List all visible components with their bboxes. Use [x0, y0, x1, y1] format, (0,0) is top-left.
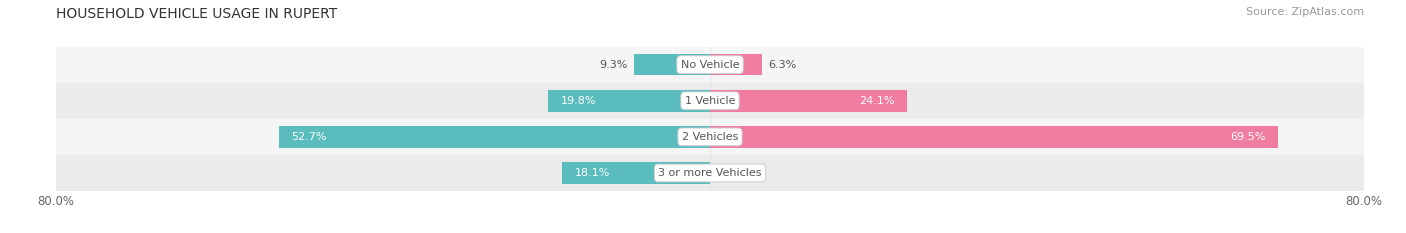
Text: No Vehicle: No Vehicle — [681, 60, 740, 70]
Text: HOUSEHOLD VEHICLE USAGE IN RUPERT: HOUSEHOLD VEHICLE USAGE IN RUPERT — [56, 7, 337, 21]
Bar — [710, 54, 762, 75]
Text: 1 Vehicle: 1 Vehicle — [685, 96, 735, 106]
Bar — [562, 162, 710, 184]
Text: 52.7%: 52.7% — [291, 132, 328, 142]
Legend: Owner-occupied, Renter-occupied: Owner-occupied, Renter-occupied — [582, 229, 838, 233]
Text: 24.1%: 24.1% — [859, 96, 894, 106]
Bar — [56, 83, 1364, 119]
Text: 69.5%: 69.5% — [1230, 132, 1265, 142]
Text: 9.3%: 9.3% — [599, 60, 627, 70]
Bar — [710, 90, 907, 112]
Bar — [56, 119, 1364, 155]
Text: 2 Vehicles: 2 Vehicles — [682, 132, 738, 142]
Text: 3 or more Vehicles: 3 or more Vehicles — [658, 168, 762, 178]
Text: 6.3%: 6.3% — [768, 60, 796, 70]
Bar — [56, 155, 1364, 191]
Text: Source: ZipAtlas.com: Source: ZipAtlas.com — [1246, 7, 1364, 17]
Text: 0.0%: 0.0% — [717, 168, 745, 178]
Bar — [280, 126, 710, 148]
Bar — [710, 126, 1278, 148]
Bar — [634, 54, 710, 75]
Bar — [548, 90, 710, 112]
Text: 19.8%: 19.8% — [561, 96, 596, 106]
Text: 18.1%: 18.1% — [575, 168, 610, 178]
Bar — [56, 47, 1364, 83]
